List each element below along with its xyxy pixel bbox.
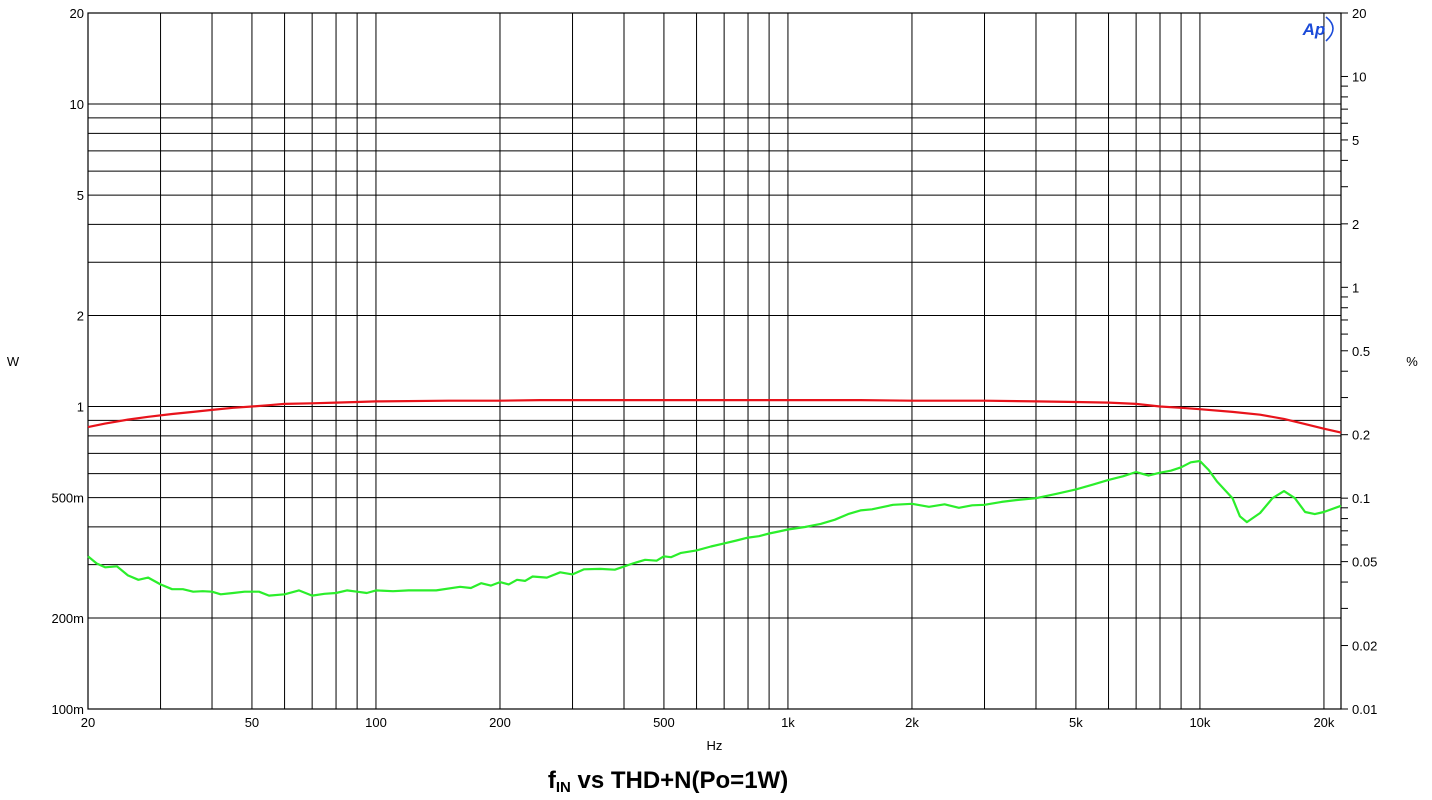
tick-labels: 20 50 100 200 500 1k 2k 5k 10k 20k 20 10 5 2 1 500m 200m… xyxy=(51,6,1377,730)
x-tick-label: 50 xyxy=(245,715,259,730)
x-tick-label: 10k xyxy=(1189,715,1210,730)
y-right-tick-label: 1 xyxy=(1352,280,1359,295)
x-tick-label: 500 xyxy=(653,715,675,730)
plot-frame xyxy=(87,12,1342,710)
x-tick-label: 5k xyxy=(1069,715,1083,730)
y-right-tick-label: 0.02 xyxy=(1352,639,1377,654)
x-tick-label: 20 xyxy=(81,715,95,730)
y-axis-right-label: % xyxy=(1406,354,1418,369)
y-left-tick-label: 5 xyxy=(77,188,84,203)
y-left-tick-label: 500m xyxy=(51,491,84,506)
y-right-tick-label: 0.5 xyxy=(1352,344,1370,359)
x-tick-label: 100 xyxy=(365,715,387,730)
series-line-green xyxy=(87,459,1342,597)
series-line-red xyxy=(87,399,1342,434)
y-right-tick-label: 5 xyxy=(1352,133,1359,148)
y-right-tick-label: 0.01 xyxy=(1352,702,1377,717)
x-tick-label: 2k xyxy=(905,715,919,730)
y-left-tick-label: 1 xyxy=(77,400,84,415)
ap-logo-text: Ap xyxy=(1302,20,1326,39)
chart-title: fIN vs THD+N(Po=1W) xyxy=(548,767,788,796)
x-axis-label: Hz xyxy=(707,738,723,753)
y-right-tick-label: 0.1 xyxy=(1352,491,1370,506)
y-left-tick-label: 2 xyxy=(77,308,84,323)
y-left-tick-label: 20 xyxy=(70,6,84,21)
chart-title-prefix: f xyxy=(548,767,557,794)
chart-title-subscript: IN xyxy=(556,779,571,796)
x-tick-label: 200 xyxy=(489,715,511,730)
chart-title-rest: vs THD+N(Po=1W) xyxy=(571,767,788,794)
y-right-tick-label: 0.2 xyxy=(1352,428,1370,443)
x-tick-label: 1k xyxy=(781,715,795,730)
x-tick-label: 20k xyxy=(1313,715,1334,730)
y-left-tick-label: 10 xyxy=(70,97,84,112)
y-right-tick-label: 10 xyxy=(1352,69,1366,84)
ap-logo: Ap xyxy=(1302,16,1334,42)
y-axis-left-label: W xyxy=(7,354,20,369)
y-right-tick-label: 20 xyxy=(1352,6,1366,21)
y-left-tick-label: 200m xyxy=(51,611,84,626)
series-layer xyxy=(87,399,1342,597)
grid xyxy=(88,12,1348,710)
y-right-tick-label: 2 xyxy=(1352,217,1359,232)
ap-logo-arc xyxy=(1325,16,1334,42)
y-right-tick-label: 0.05 xyxy=(1352,555,1377,570)
y-left-tick-label: 100m xyxy=(51,702,84,717)
